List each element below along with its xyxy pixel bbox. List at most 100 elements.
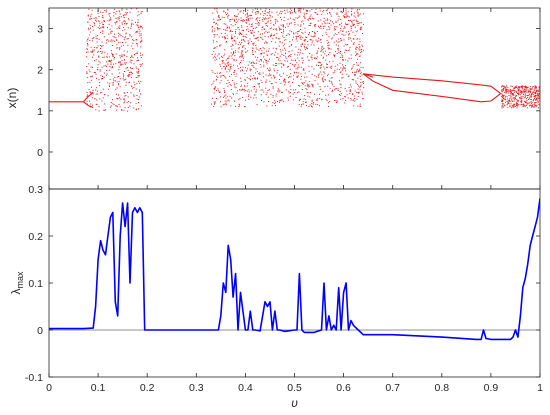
bifurcation-point [315, 39, 317, 41]
bifurcation-point [270, 15, 272, 17]
bifurcation-point [238, 41, 240, 43]
bifurcation-point [317, 65, 319, 66]
bifurcation-point [329, 48, 330, 50]
bifurcation-point [280, 75, 282, 77]
bifurcation-point [353, 38, 355, 40]
bifurcation-point [357, 58, 358, 60]
bifurcation-point [237, 68, 239, 70]
bifurcation-point [502, 101, 504, 103]
bifurcation-point [139, 30, 141, 32]
x-tick-label: 0.4 [238, 382, 253, 394]
bifurcation-point [280, 51, 282, 53]
bifurcation-point [92, 29, 94, 31]
bifurcation-point [248, 91, 250, 93]
bifurcation-point [351, 79, 353, 81]
bifurcation-point [516, 87, 518, 89]
bifurcation-point [119, 78, 121, 80]
bifurcation-point [524, 96, 526, 98]
bifurcation-point [517, 88, 519, 90]
bifurcation-point [252, 61, 254, 63]
bifurcation-point [124, 79, 126, 81]
bifurcation-point [105, 64, 107, 66]
bifurcation-point [319, 8, 321, 9]
bifurcation-point [127, 70, 129, 71]
bifurcation-point [140, 11, 142, 13]
bifurcation-point [299, 54, 301, 56]
bifurcation-point [520, 91, 522, 93]
bifurcation-point [302, 20, 304, 22]
bifurcation-point [109, 65, 111, 67]
bifurcation-point [535, 99, 537, 101]
bifurcation-point [358, 70, 360, 72]
bifurcation-point [90, 46, 92, 48]
bifurcation-point [320, 51, 322, 52]
bifurcation-point [227, 96, 229, 98]
bifurcation-point [142, 54, 143, 56]
bifurcation-point [213, 36, 215, 38]
bifurcation-point [138, 102, 139, 104]
bifurcation-point [269, 70, 270, 72]
bifurcation-point [358, 92, 360, 94]
bifurcation-point [256, 20, 258, 22]
bifurcation-point [250, 32, 252, 34]
bifurcation-point [138, 72, 139, 74]
bifurcation-point [219, 17, 221, 19]
bifurcation-point [89, 106, 91, 108]
bifurcation-point [103, 65, 105, 67]
bifurcation-point [527, 96, 529, 98]
bifurcation-point [283, 100, 285, 102]
bifurcation-point [101, 91, 103, 93]
bifurcation-point [123, 15, 125, 17]
bifurcation-point [250, 32, 252, 34]
bifurcation-point [324, 68, 326, 70]
bifurcation-point [259, 20, 261, 22]
bifurcation-point [138, 99, 140, 101]
bifurcation-point [118, 76, 119, 77]
bifurcation-point [140, 55, 142, 57]
bifurcation-point [136, 39, 138, 41]
bifurcation-point [138, 32, 140, 34]
bifurcation-point [290, 44, 292, 46]
bifurcation-point [312, 84, 314, 86]
bifurcation-point [247, 50, 249, 52]
bifurcation-point [290, 12, 292, 13]
bifurcation-point [257, 83, 259, 85]
bifurcation-point [310, 22, 312, 24]
bifurcation-point [295, 64, 297, 66]
bifurcation-point [266, 63, 268, 65]
bifurcation-point [353, 25, 355, 26]
bifurcation-point [218, 92, 220, 93]
bifurcation-point [281, 19, 283, 21]
bifurcation-point [516, 104, 518, 106]
bifurcation-point [356, 30, 358, 32]
bifurcation-point [130, 27, 132, 29]
bifurcation-point [231, 38, 233, 40]
bifurcation-point [510, 95, 512, 97]
bifurcation-point [304, 31, 306, 33]
bifurcation-point [244, 67, 246, 69]
bifurcation-point [223, 11, 225, 13]
bifurcation-point [530, 104, 532, 106]
bifurcation-point [257, 31, 259, 33]
bifurcation-point [311, 31, 313, 32]
bifurcation-point [327, 22, 329, 24]
bifurcation-point [214, 47, 216, 49]
bifurcation-point [344, 49, 346, 51]
bifurcation-point [233, 72, 235, 73]
bifurcation-point [340, 10, 342, 12]
bifurcation-point [360, 85, 361, 87]
bifurcation-point [108, 40, 110, 42]
bifurcation-point [108, 60, 110, 62]
bifurcation-point [232, 43, 234, 45]
bifurcation-point [242, 35, 244, 37]
bifurcation-point [531, 106, 532, 108]
bifurcation-point [220, 106, 222, 108]
bifurcation-point [296, 76, 298, 78]
bifurcation-point [314, 24, 316, 26]
bifurcation-point [517, 105, 519, 107]
bifurcation-point [116, 21, 118, 23]
bifurcation-point [336, 68, 338, 70]
bifurcation-point [110, 102, 112, 104]
bifurcation-point [127, 110, 129, 112]
bifurcation-point [280, 10, 282, 12]
